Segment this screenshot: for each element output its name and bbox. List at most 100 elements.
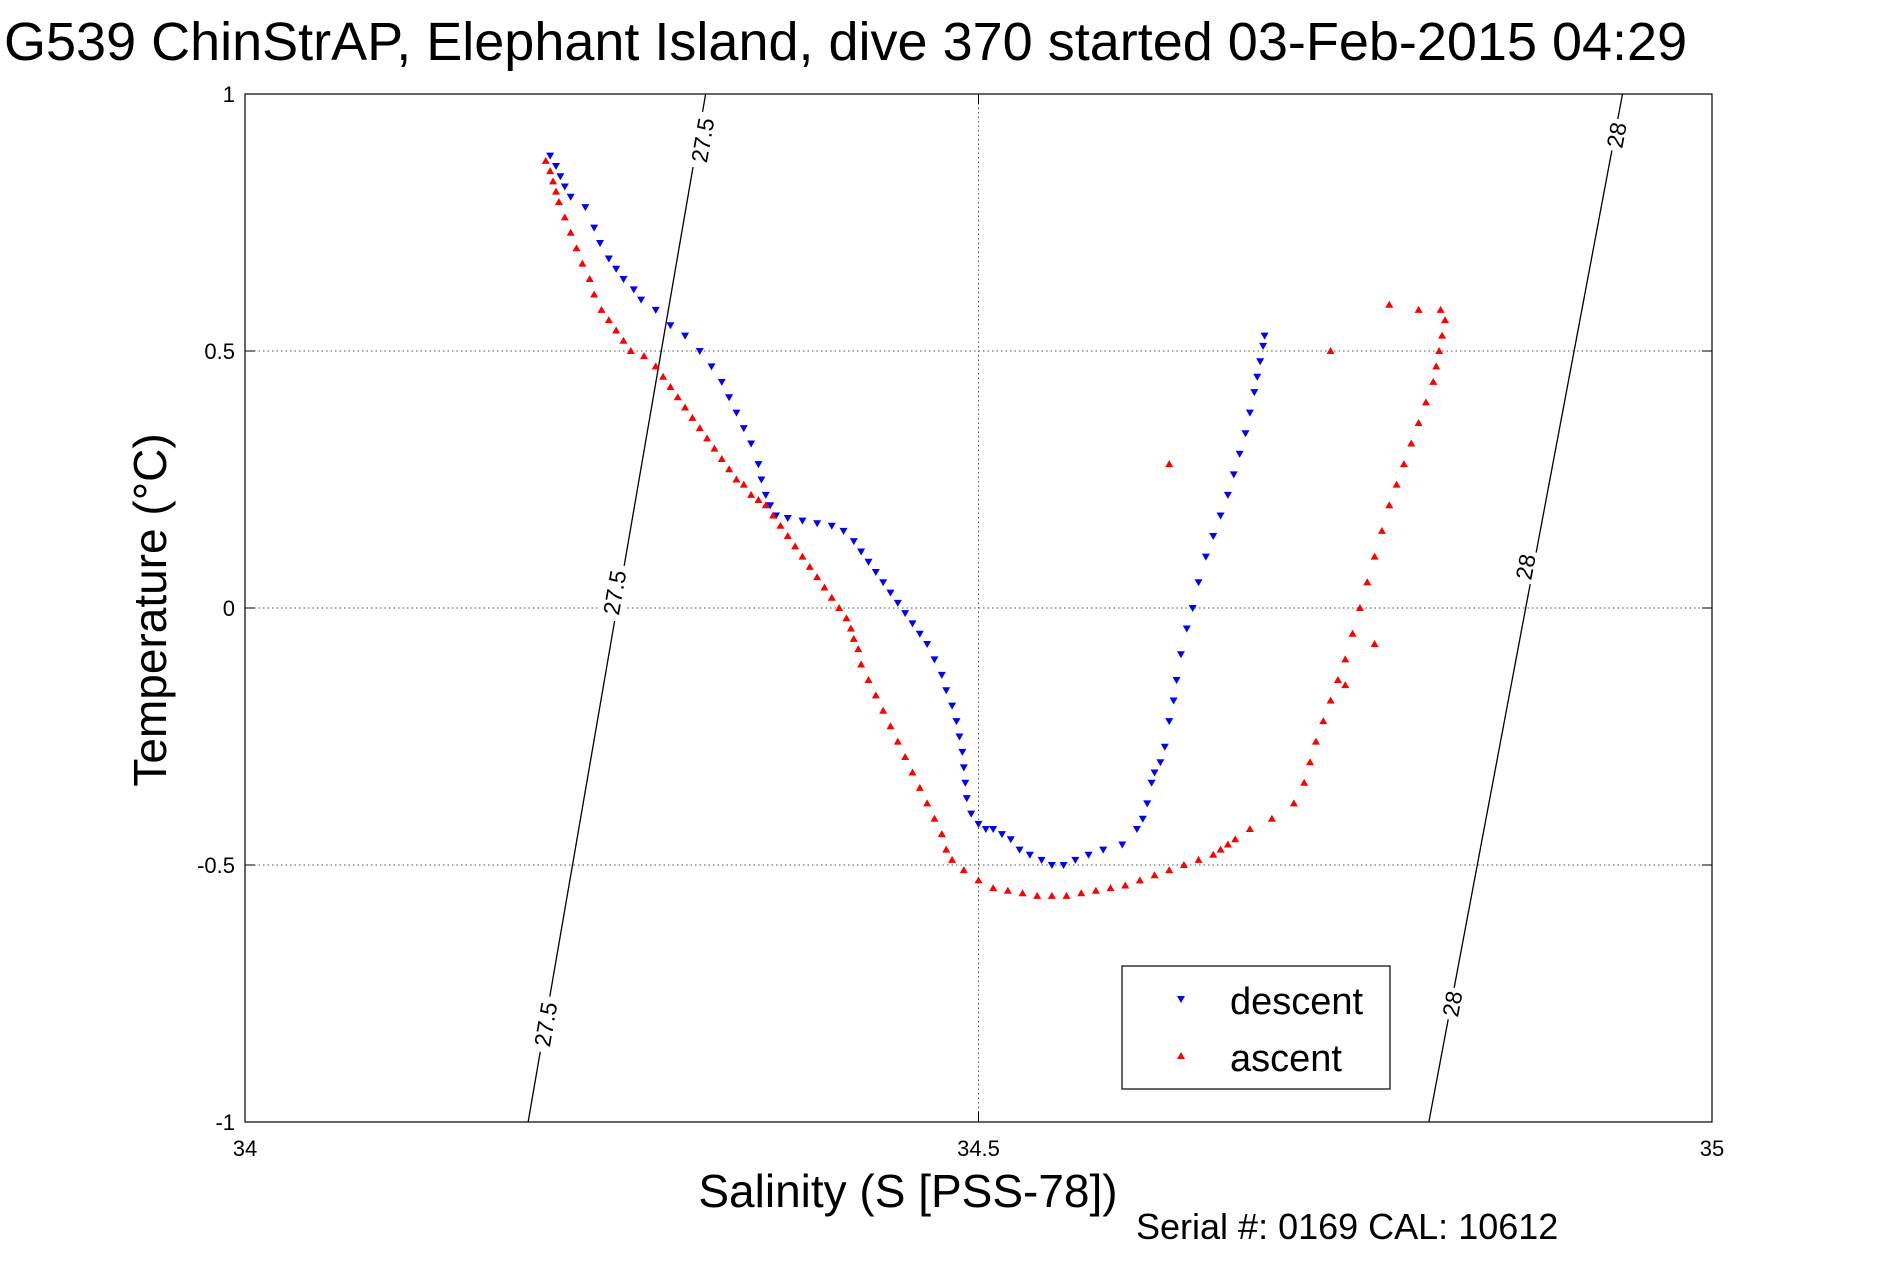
- descent-point: [1245, 409, 1254, 417]
- descent-point: [871, 569, 880, 577]
- descent-point: [864, 558, 873, 566]
- ascent-point: [937, 830, 946, 838]
- ascent-point: [1091, 886, 1100, 894]
- descent-point: [908, 620, 917, 628]
- descent-point: [666, 322, 675, 330]
- contour-label-group: 28: [1600, 116, 1633, 154]
- ascent-point: [1135, 876, 1144, 884]
- ascent-point: [1033, 891, 1042, 899]
- ascent-point: [1370, 552, 1379, 560]
- y-axis-label: Temperature (°C): [124, 433, 176, 786]
- descent-point: [1047, 862, 1056, 869]
- ascent-point: [871, 691, 880, 699]
- ascent-point: [1363, 578, 1372, 586]
- descent-point: [839, 527, 848, 535]
- ascent-point: [776, 521, 785, 529]
- ascent-point: [1355, 604, 1364, 611]
- ascent-point: [1319, 717, 1328, 725]
- contour-line-28: [1428, 93, 1624, 1123]
- descent-point: [827, 522, 836, 530]
- descent-point: [886, 589, 895, 597]
- descent-point: [915, 630, 924, 638]
- descent-point: [1182, 625, 1191, 633]
- descent-point: [962, 795, 971, 803]
- descent-point: [783, 515, 792, 523]
- legend-ascent-marker: [1177, 1052, 1185, 1059]
- ascent-point: [1385, 300, 1394, 308]
- axis-ticks: 34 34.5 35 -1 -0.5 0 0.5 1: [197, 82, 1724, 1161]
- y-tick-label: -0.5: [197, 853, 235, 878]
- ascent-point: [1436, 305, 1445, 313]
- descent-point: [1216, 512, 1225, 520]
- descent-point: [1250, 389, 1259, 397]
- ascent-point: [827, 593, 836, 601]
- descent-point: [1176, 651, 1185, 659]
- ascent-point: [1341, 681, 1350, 689]
- serial-calibration-text: Serial #: 0169 CAL: 10612: [1136, 1206, 1558, 1247]
- descent-point: [1099, 846, 1108, 854]
- descent-point: [1147, 779, 1156, 787]
- descent-point: [1260, 332, 1269, 340]
- x-tick-label: 34.5: [957, 1136, 1000, 1161]
- ascent-point: [619, 336, 628, 344]
- descent-point: [1037, 856, 1046, 864]
- descent-point: [798, 517, 807, 525]
- ascent-point: [1165, 460, 1174, 468]
- ascent-point: [1179, 861, 1188, 868]
- descent-point: [725, 394, 734, 402]
- ascent-point: [1377, 526, 1386, 534]
- ascent-point: [640, 352, 649, 360]
- ascent-point: [849, 634, 858, 642]
- descent-point: [1188, 605, 1197, 612]
- ascent-point: [1306, 758, 1315, 766]
- descent-point: [1015, 846, 1024, 854]
- descent-point: [958, 748, 967, 756]
- ascent-point: [1121, 881, 1130, 889]
- ascent-point: [1421, 398, 1430, 406]
- ascent-point: [572, 244, 581, 252]
- ascent-point: [566, 228, 575, 236]
- ascent-point: [541, 156, 550, 164]
- ascent-point: [1062, 891, 1071, 899]
- ascent-point: [590, 290, 599, 298]
- ascent-point: [1341, 655, 1350, 663]
- descent-point: [757, 476, 766, 484]
- ascent-point: [1435, 347, 1444, 354]
- ascent-point: [725, 465, 734, 473]
- ascent-point: [695, 424, 704, 432]
- ascent-point: [1311, 737, 1320, 745]
- descent-point: [739, 425, 748, 433]
- legend-box: [1121, 965, 1391, 1090]
- legend-descent-label: descent: [1230, 981, 1364, 1023]
- contour-label-group: 27.5: [597, 562, 633, 623]
- descent-point: [952, 718, 961, 726]
- descent-point: [948, 702, 957, 710]
- ascent-point: [681, 403, 690, 411]
- descent-point: [590, 224, 599, 232]
- descent-point: [1118, 841, 1127, 849]
- ascent-point: [597, 305, 606, 313]
- ascent-point: [886, 722, 895, 730]
- descent-point: [695, 348, 704, 355]
- descent-point: [1209, 533, 1218, 541]
- ascent-point: [915, 783, 924, 791]
- descent-point: [1156, 759, 1165, 767]
- contour-label: 28: [1511, 552, 1541, 582]
- ascent-point: [1209, 850, 1218, 858]
- ascent-point: [1414, 418, 1423, 426]
- descent-point: [1059, 862, 1068, 869]
- ascent-point: [1429, 377, 1438, 385]
- descent-point: [604, 255, 613, 263]
- y-tick-label: 1: [223, 82, 235, 107]
- descent-point: [707, 363, 716, 371]
- ascent-point: [1077, 889, 1086, 897]
- ascent-point: [1231, 835, 1240, 843]
- ascent-point: [1267, 814, 1276, 822]
- descent-point: [717, 378, 726, 386]
- descent-point: [1071, 856, 1080, 864]
- descent-point: [1194, 579, 1203, 587]
- descent-point: [1253, 373, 1262, 381]
- ascent-point: [659, 372, 668, 380]
- ascent-point: [1385, 501, 1394, 509]
